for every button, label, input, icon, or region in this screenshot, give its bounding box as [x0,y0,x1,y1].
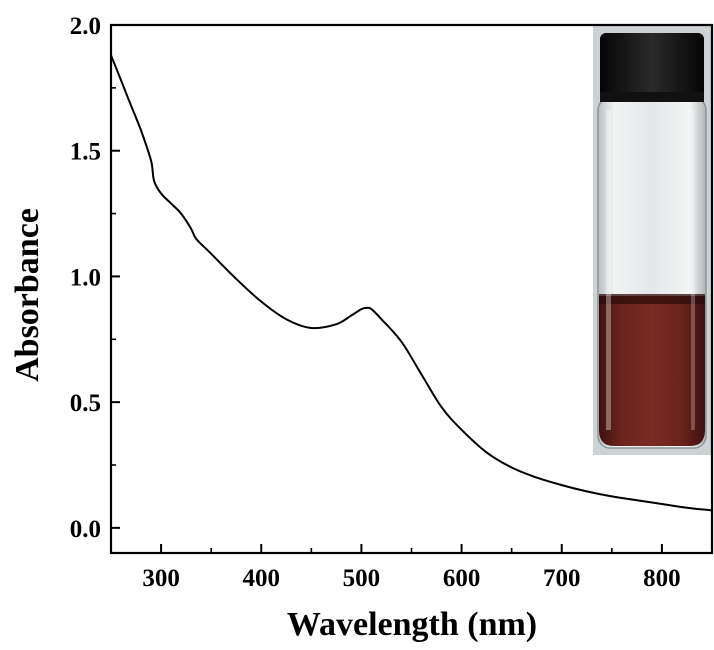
axis-ticks [110,24,713,553]
tick-labels: 300 400 500 600 700 800 0.0 0.5 1.0 1.5 2.0 [70,13,681,592]
x-tick-label: 700 [543,565,581,592]
y-tick-label: 2.0 [70,13,101,40]
x-tick-label: 500 [343,565,381,592]
x-tick-label: 600 [443,565,481,592]
y-axis-title: Absorbance [9,208,46,382]
y-tick-label: 1.0 [70,264,101,291]
x-tick-label: 400 [243,565,281,592]
y-tick-label: 0.5 [70,390,101,417]
y-tick-label: 0.0 [70,516,101,543]
series-line-0 [110,54,713,512]
x-axis-title: Wavelength (nm) [287,606,537,643]
vial-photo-inset [593,25,712,455]
data-series [110,54,713,512]
x-tick-label: 300 [142,565,180,592]
x-tick-label: 800 [643,565,681,592]
y-tick-label: 1.5 [70,139,101,166]
